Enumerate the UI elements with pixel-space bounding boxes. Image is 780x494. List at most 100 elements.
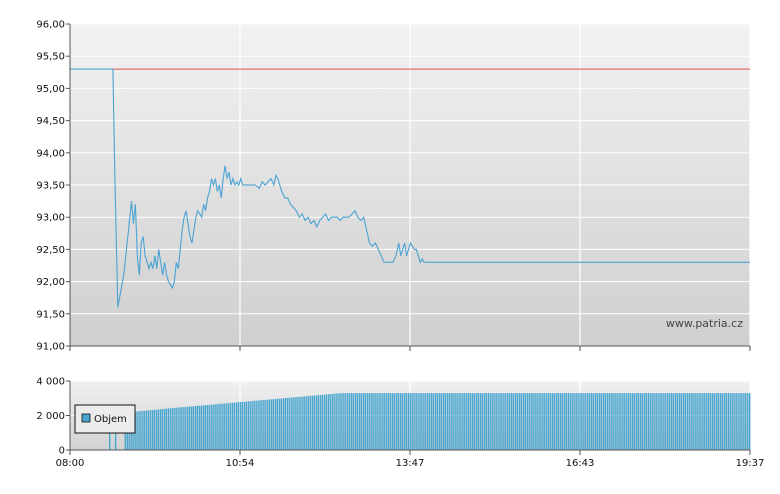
x-tick-label: 19:37 [736,458,765,469]
volume-bar [352,393,355,450]
volume-bar [214,404,216,450]
volume-bar [409,393,411,450]
price-grid [70,23,751,347]
volume-bar [317,395,320,450]
volume-bar [692,393,694,450]
volume-bar [520,393,523,450]
volume-bar [485,393,487,450]
volume-bar [292,397,294,450]
volume-bar [592,393,595,450]
volume-bar [390,393,392,450]
volume-bar [196,405,199,450]
volume-bar [360,393,363,450]
volume-bar [534,393,536,450]
volume-bar [421,393,423,450]
volume-bar [313,395,316,450]
volume-bar [501,393,503,450]
volume-bar [633,393,636,450]
volume-bar [620,393,622,450]
volume-bar [655,393,657,450]
volume-bar [337,393,339,450]
volume-bar [462,393,464,450]
volume-bar [265,399,267,450]
volume-bar [325,394,327,450]
volume-bar [194,406,197,450]
volume-bar [466,393,468,450]
volume-bar [247,401,249,450]
volume-bar [672,393,675,450]
price-y-tick-label: 91,00 [36,342,65,353]
volume-bar [473,393,476,450]
price-y-axis: 91,00 91,50 92,00 92,50 93,00 93,50 94,00 94,50… [36,20,70,353]
price-y-tick-label: 93,50 [36,181,65,192]
volume-bar [522,393,525,450]
volume-bar [518,393,521,450]
volume-bar [208,404,210,450]
volume-bar [630,393,632,450]
volume-bar [526,393,528,450]
volume-bar [604,393,606,450]
volume-bar [278,398,281,450]
volume-bar [259,400,261,450]
volume-bar [220,403,222,450]
volume-bar [559,393,562,450]
volume-bar [163,408,166,450]
volume-bar [267,399,269,450]
volume-bar [432,393,435,450]
volume-bar [713,393,716,450]
volume-bar [405,393,407,450]
volume-bar [698,393,700,450]
volume-bar [647,393,649,450]
volume-bar [269,399,271,450]
volume-bar [737,393,739,450]
volume-bar [686,393,688,450]
volume-bar [228,403,230,450]
volume-bar [171,408,173,450]
volume-bar [429,393,431,450]
volume-bar [347,393,349,450]
volume-bar [300,396,302,450]
x-tick-label: 08:00 [56,458,85,469]
volume-bar [319,395,322,450]
volume-bar [345,393,347,450]
volume-bar [282,398,285,451]
volume-bar [624,393,626,450]
volume-bar [600,393,603,450]
volume-bar [327,394,329,450]
volume-bar [454,393,456,450]
volume-bar [472,393,474,450]
volume-bar [431,393,433,450]
volume-bar [222,403,224,450]
volume-bar [657,393,659,450]
volume-bar [401,393,404,450]
volume-bar [649,393,651,450]
volume-bar [745,393,747,450]
volume-bar [524,393,526,450]
volume-bar [511,393,513,450]
price-y-tick-label: 92,50 [36,245,65,256]
volume-bar [419,393,421,450]
volume-bar [253,400,255,450]
volume-bar [341,393,343,450]
volume-bar [411,393,413,450]
price-y-tick-label: 93,00 [36,213,65,224]
volume-bar [142,410,144,450]
volume-bar [165,408,167,450]
volume-bar [413,393,415,450]
volume-bar [306,396,308,450]
volume-bar [540,393,542,450]
volume-bar [612,393,614,450]
volume-bar [645,393,647,450]
volume-bar [667,393,669,450]
volume-bar [364,393,366,450]
volume-bar [690,393,692,450]
volume-bar [399,393,402,450]
volume-bar [678,393,681,450]
volume-bar [567,393,569,450]
volume-bar [548,393,550,450]
volume-bar [286,397,288,450]
volume-bar [288,397,290,450]
volume-bar [495,393,497,450]
volume-bar [464,393,466,450]
